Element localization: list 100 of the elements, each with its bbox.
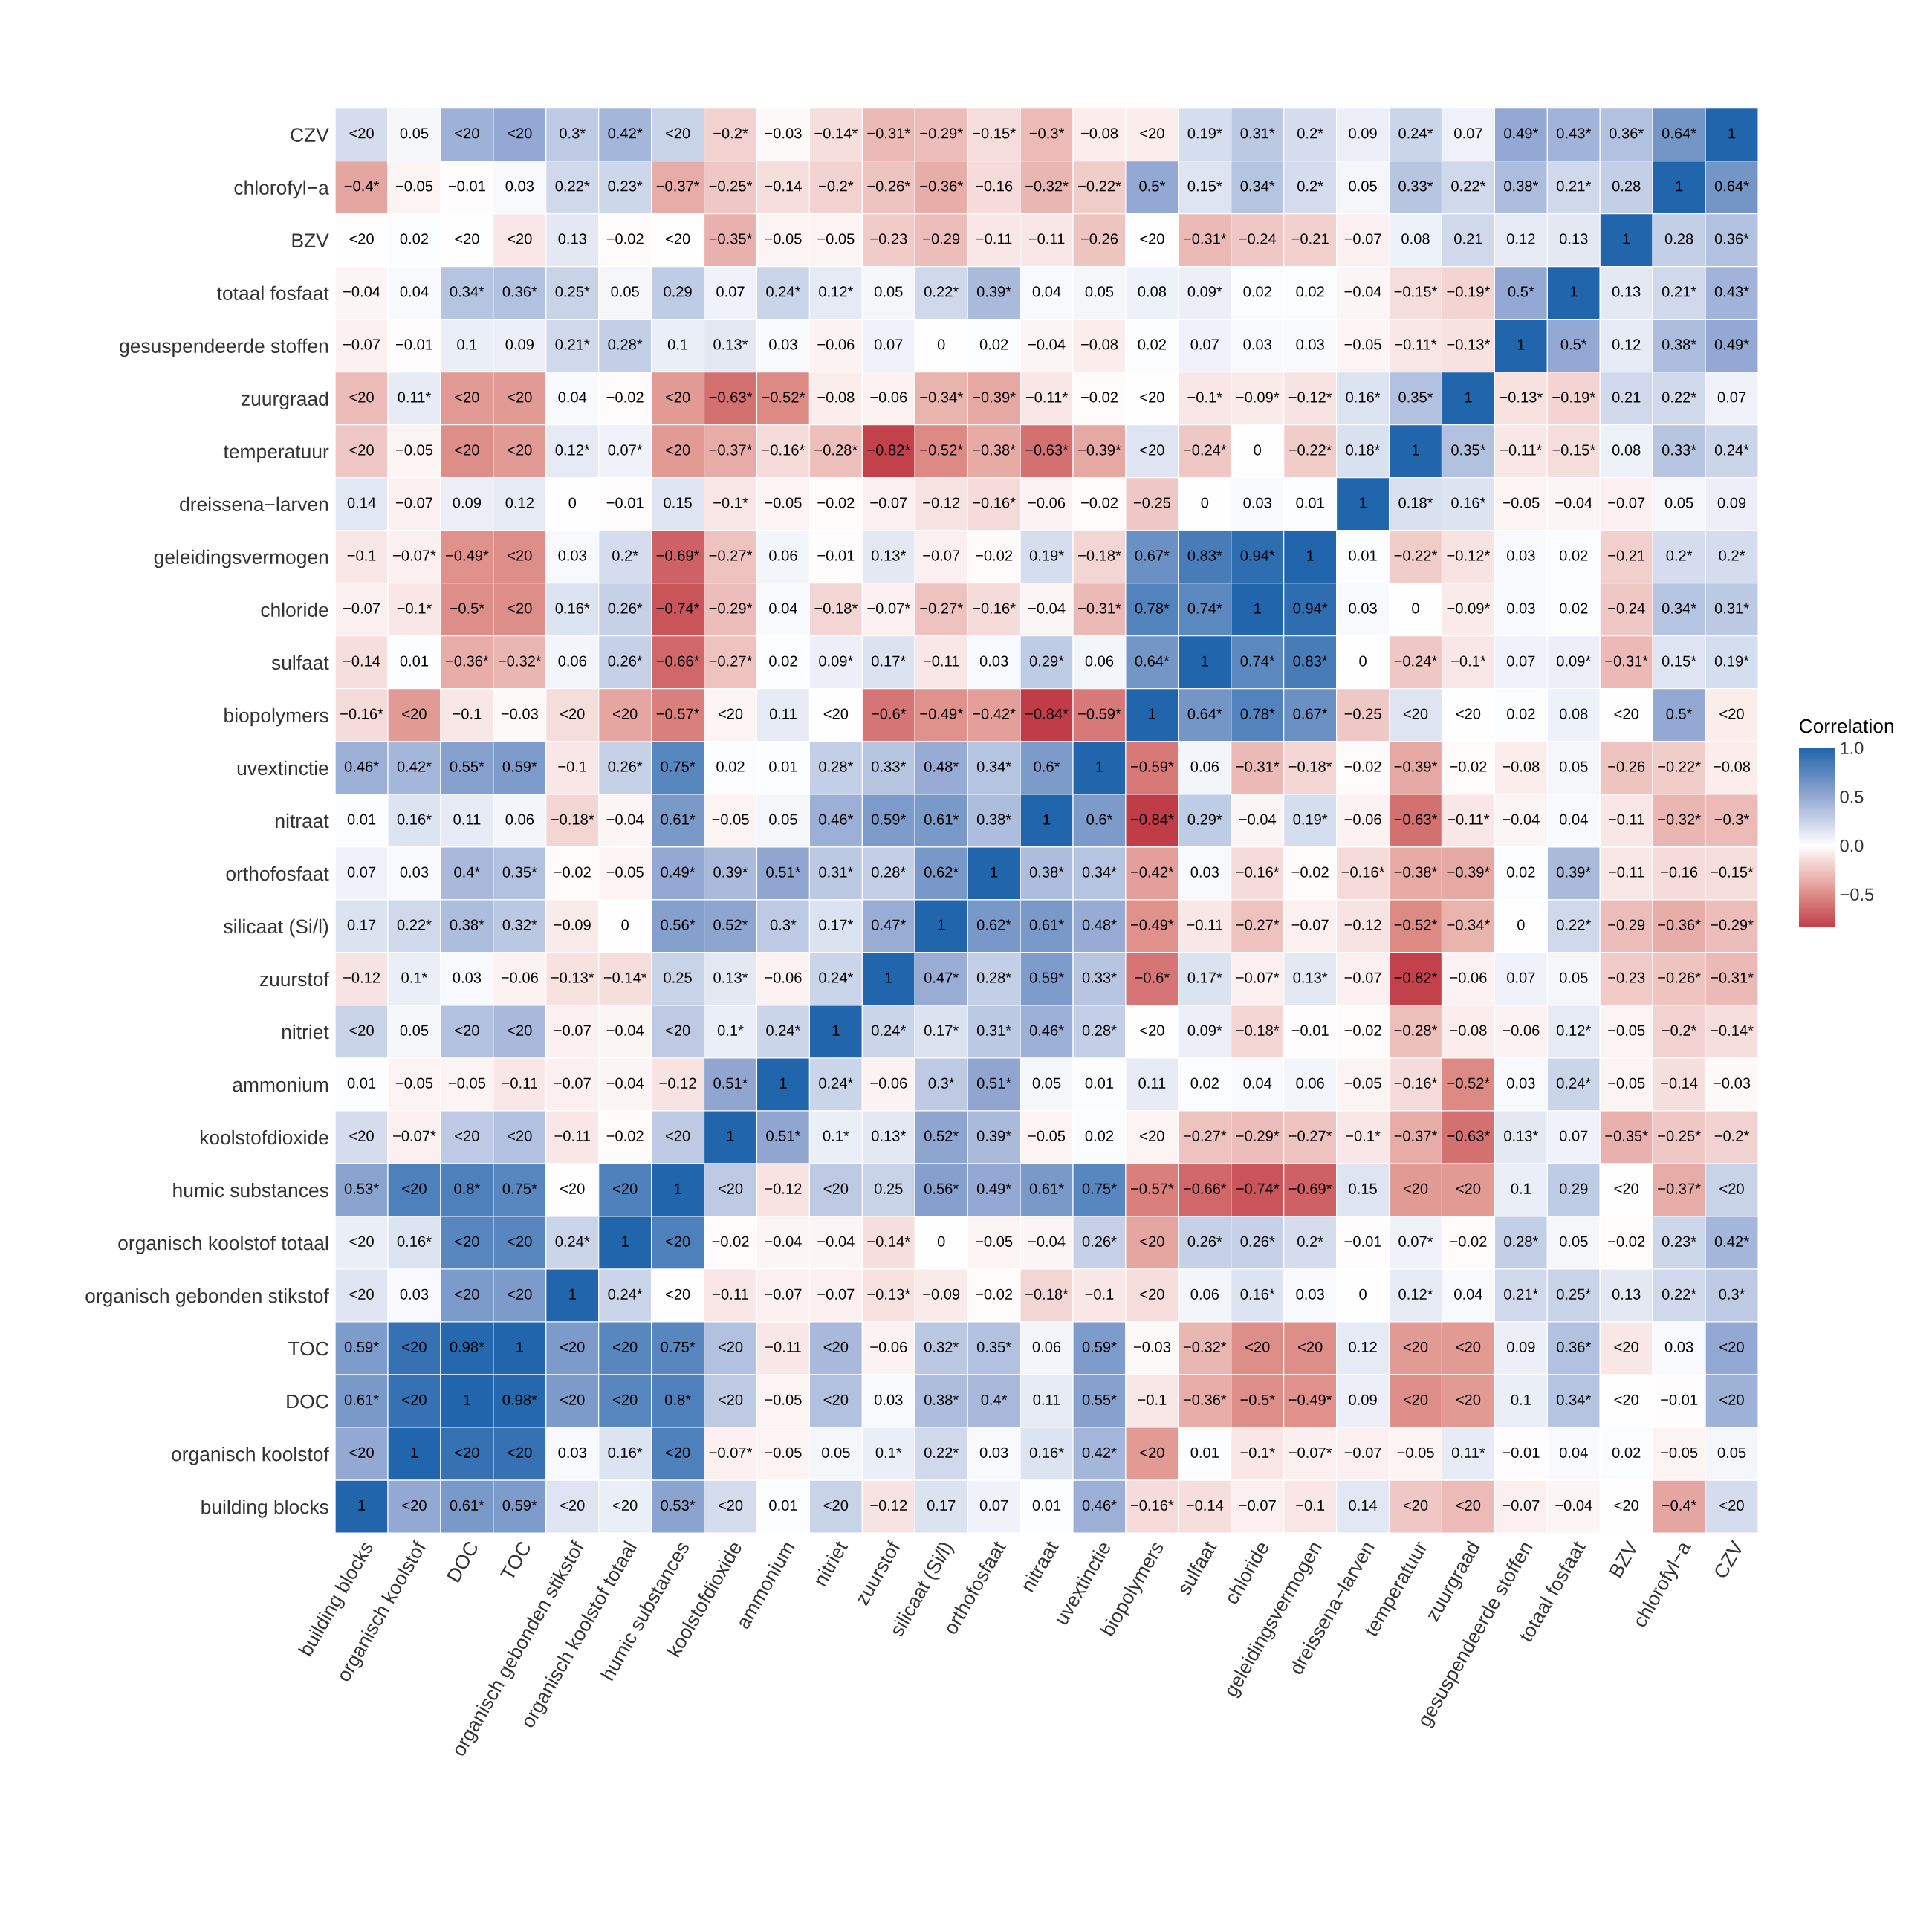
data-label: 0.83*	[1293, 655, 1328, 667]
data-label: <20	[666, 444, 690, 456]
data-label: 0.22*	[924, 286, 959, 297]
data-label: −0.12	[765, 1183, 802, 1194]
data-label: 0.01	[1349, 550, 1377, 561]
data-label: <20	[560, 1394, 585, 1405]
data-label: −0.12*	[1288, 392, 1332, 403]
data-label: −0.07	[923, 550, 960, 561]
data-label: <20	[1719, 1183, 1744, 1194]
data-label: <20	[349, 233, 374, 244]
data-label: 0.17	[347, 919, 376, 930]
data-label: 0.38*	[1504, 181, 1539, 192]
data-label: 0.16*	[1451, 497, 1486, 508]
data-label: 0.36*	[1557, 1341, 1591, 1352]
data-label: 0.24*	[1398, 128, 1433, 139]
data-label: −0.07	[765, 1288, 802, 1300]
data-label: 0.48*	[924, 761, 959, 772]
data-label: 0.09	[1507, 1341, 1535, 1352]
data-label: 0.62*	[924, 866, 959, 878]
data-label: 0.39*	[976, 286, 1011, 297]
data-label: <20	[666, 233, 690, 244]
data-label: 0.38*	[1662, 339, 1696, 350]
data-label: 1	[1676, 181, 1683, 192]
data-label: −0.12	[343, 972, 380, 983]
data-label: <20	[349, 1025, 374, 1036]
data-label: −0.06	[501, 972, 538, 983]
data-label: <20	[823, 1341, 849, 1352]
y-tick-label: humic substances	[173, 1182, 328, 1198]
data-label: 0.1	[1511, 1394, 1531, 1405]
data-label: 0.01	[400, 655, 429, 667]
data-label: −0.24	[1239, 233, 1277, 244]
data-label: 1	[464, 1394, 471, 1405]
data-label: 0.19*	[1029, 550, 1064, 561]
data-label: 0.43*	[1714, 286, 1749, 297]
data-label: 0.26*	[608, 603, 643, 614]
data-label: −0.07	[1344, 233, 1381, 244]
data-label: 0.07	[1507, 972, 1535, 983]
data-label: −0.29	[923, 233, 960, 244]
data-label: <20	[508, 1025, 532, 1036]
data-label: 0.23*	[1662, 1236, 1696, 1247]
data-label: −0.1*	[1346, 1130, 1381, 1141]
data-label: −0.07	[1608, 497, 1645, 508]
data-label: −0.18*	[1025, 1288, 1069, 1300]
data-label: −0.02	[606, 233, 644, 244]
data-label: 0.03	[558, 1447, 586, 1458]
data-label: −0.02	[1080, 392, 1118, 403]
data-label: −0.05	[1344, 1077, 1381, 1089]
data-label: −0.15*	[973, 128, 1016, 139]
y-tick-label: temperatuur	[223, 445, 329, 463]
data-label: −0.84*	[1025, 708, 1069, 719]
data-label: −0.03	[765, 128, 802, 139]
data-label: −0.04	[765, 1236, 802, 1247]
data-label: 0.62*	[976, 919, 1011, 930]
data-label: 0.33*	[1082, 972, 1117, 983]
data-label: 0.21*	[555, 339, 590, 350]
data-label: 1	[991, 866, 998, 878]
data-label: −0.38*	[973, 444, 1016, 456]
data-label: 0.78*	[1240, 708, 1275, 719]
data-label: 0.28*	[819, 761, 854, 772]
data-label: −0.09	[923, 1288, 960, 1300]
data-label: 0.29*	[1029, 655, 1064, 667]
data-label: <20	[718, 1500, 743, 1511]
data-label: −0.01	[1503, 1447, 1540, 1458]
data-label: −0.37*	[656, 181, 700, 192]
data-label: −0.38*	[1394, 866, 1438, 878]
data-label: 0.67*	[1135, 550, 1170, 561]
data-label: −0.05	[1661, 1447, 1698, 1458]
data-label: −0.02	[976, 550, 1013, 561]
data-label: 0.06	[1032, 1341, 1061, 1352]
data-label: 0.01	[1085, 1077, 1114, 1089]
data-label: <20	[1614, 708, 1638, 719]
data-label: 0.3*	[1719, 1288, 1745, 1300]
data-label: −0.02	[1450, 761, 1487, 772]
data-label: −0.29*	[709, 603, 753, 614]
data-label: 0.03	[1507, 603, 1535, 614]
data-label: −0.02	[554, 866, 591, 878]
data-label: 0.34*	[1662, 603, 1696, 614]
data-label: 0.17*	[1187, 972, 1222, 983]
data-label: 1	[1412, 444, 1419, 456]
data-label: 0.09	[1717, 497, 1746, 508]
data-label: 0.1	[457, 339, 477, 350]
data-label: −0.21	[1608, 550, 1645, 561]
data-label: 0.59*	[872, 814, 906, 825]
data-label: 0	[937, 339, 945, 350]
data-label: −0.74*	[1236, 1183, 1280, 1194]
y-tick-label: organisch gebonden stikstof	[85, 1288, 329, 1307]
data-label: 1	[832, 1025, 840, 1036]
data-label: −0.18*	[1236, 1025, 1280, 1036]
data-label: −0.31*	[1605, 655, 1648, 667]
data-label: 0.22*	[1451, 181, 1486, 192]
data-label: 0.26*	[1187, 1236, 1222, 1247]
data-label: 1	[358, 1500, 366, 1511]
data-label: −0.32*	[1025, 181, 1069, 192]
data-label: −0.82*	[1394, 972, 1438, 983]
data-label: 1	[411, 1447, 418, 1458]
data-label: −0.16*	[762, 444, 805, 456]
data-label: 0.01	[1296, 497, 1324, 508]
data-label: −0.1	[347, 550, 376, 561]
data-label: 0.21*	[1662, 286, 1696, 297]
data-label: 0.08	[1138, 286, 1167, 297]
